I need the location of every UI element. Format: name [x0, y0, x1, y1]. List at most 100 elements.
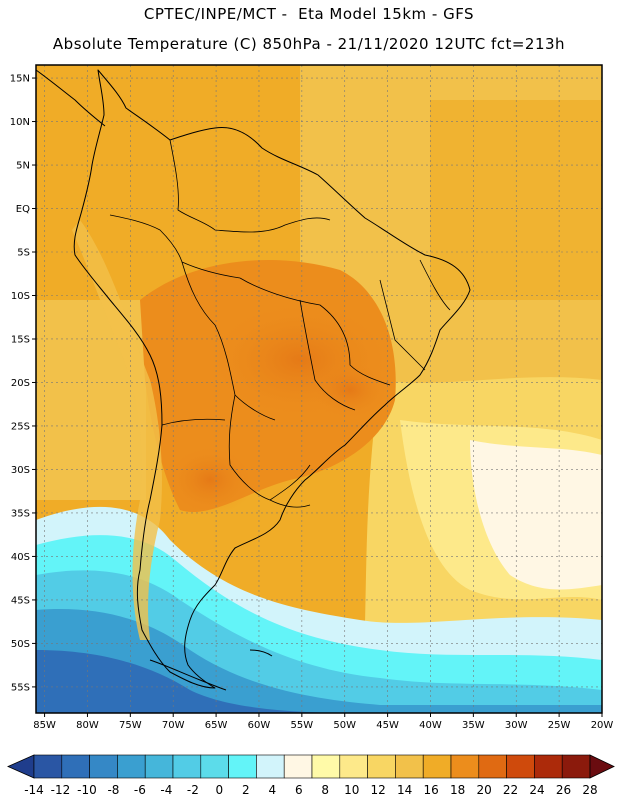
lat-label: 15S: [11, 334, 30, 345]
border-brazil-states-1: [239, 277, 391, 386]
colorbar-label: -12: [51, 783, 71, 797]
colorbar-label: 20: [476, 783, 491, 797]
lat-label: 5S: [17, 248, 30, 259]
lon-label: 65W: [205, 720, 228, 731]
central-america-coast: [36, 69, 106, 127]
lon-label: 70W: [162, 720, 185, 731]
colorbar-swatch: [450, 754, 480, 779]
colorbar-swatch: [89, 754, 118, 779]
title-model: CPTEC/INPE/MCT - Eta Model 15km - GFS: [143, 5, 475, 23]
colorbar-label: 6: [295, 783, 303, 797]
colorbar-label: 0: [216, 783, 224, 797]
lon-label: 45W: [376, 720, 399, 731]
colorbar-swatch: [228, 754, 257, 779]
colorbar-swatch: [311, 754, 341, 779]
colorbar-swatch: [117, 754, 146, 779]
colorbar-swatch: [561, 754, 591, 779]
falklands: [249, 649, 273, 657]
colorbar-label: 8: [321, 783, 329, 797]
colorbar-label: 26: [556, 783, 571, 797]
lat-label: 55S: [11, 682, 30, 693]
colorbar-label: 2: [242, 783, 250, 797]
border-venezuela-brazil: [169, 139, 331, 233]
border-colombia-peru: [109, 214, 241, 279]
border-chile-argentina-north: [161, 418, 226, 426]
field-hot-core-chaco: [165, 445, 255, 515]
lat-lon-grid: [36, 65, 602, 713]
field-south-atlantic-pale: [470, 440, 602, 590]
colorbar-label: -4: [160, 783, 172, 797]
lon-label: 30W: [505, 720, 528, 731]
colorbar-label: 4: [268, 783, 276, 797]
border-paraguay-argentina: [228, 394, 311, 501]
lon-label: 50W: [333, 720, 356, 731]
colorbar-swatch: [534, 754, 563, 779]
colorbar-swatch: [395, 754, 424, 779]
field-andes-cool: [72, 220, 162, 640]
colorbar-label: 16: [424, 783, 439, 797]
lon-label: 20W: [591, 720, 614, 731]
colorbar-label: -14: [24, 783, 44, 797]
lat-label: EQ: [16, 204, 30, 215]
lon-label: 85W: [33, 720, 56, 731]
colorbar-labels: -14 -12 -10 -8 -6 -4 -2 0 2 4 6 8 10 12 14 16 18 20 22 24 26…: [24, 783, 597, 797]
colorbar-swatch: [256, 754, 285, 779]
lon-label: 40W: [419, 720, 442, 731]
colorbar-label: 10: [344, 783, 359, 797]
colorbar-swatch: [33, 754, 63, 779]
colorbar-swatch: [422, 754, 452, 779]
colorbar-label: -10: [77, 783, 97, 797]
colorbar: [7, 754, 615, 779]
lon-label: 35W: [462, 720, 485, 731]
lat-label: 15N: [10, 74, 30, 85]
colorbar-swatch: [61, 754, 90, 779]
colorbar-swatch: [200, 754, 229, 779]
colorbar-label: 14: [397, 783, 412, 797]
colorbar-label: 12: [371, 783, 386, 797]
lat-label: 10N: [10, 117, 30, 128]
colorbar-label: 24: [529, 783, 544, 797]
border-brazil-states-4: [419, 259, 451, 311]
colorbar-swatch: [144, 754, 174, 779]
temperature-field: [36, 65, 602, 713]
lat-label: 40S: [11, 552, 30, 563]
lat-label: 25S: [11, 421, 30, 432]
lat-label: 5N: [16, 161, 30, 172]
lon-label: 75W: [119, 720, 142, 731]
colorbar-label: -8: [107, 783, 119, 797]
longitude-labels: 85W 80W 75W 70W 65W 60W 55W 50W 45W 40W 35W 30W 25W 2…: [33, 713, 613, 731]
border-brazil-states-2: [299, 299, 356, 411]
colorbar-label: 28: [582, 783, 597, 797]
lon-label: 25W: [548, 720, 571, 731]
colorbar-arrow-left: [7, 754, 35, 779]
lat-label: 20S: [11, 378, 30, 389]
field-hot-core-southeast: [310, 360, 390, 420]
colorbar-swatch: [478, 754, 507, 779]
country-borders: [109, 139, 451, 508]
lon-label: 55W: [291, 720, 314, 731]
tierra-del-fuego: [149, 659, 227, 691]
lat-label: 50S: [11, 639, 30, 650]
south-america-coastline: [73, 69, 471, 689]
colorbar-label: 22: [503, 783, 518, 797]
colorbar-label: 18: [450, 783, 465, 797]
colorbar-swatch: [339, 754, 368, 779]
coastlines: [36, 69, 471, 691]
colorbar-arrow-right: [589, 754, 615, 779]
lat-label: 30S: [11, 465, 30, 476]
map-border: [35, 64, 603, 714]
lon-label: 60W: [248, 720, 271, 731]
title-variable: Absolute Temperature (C) 850hPa - 21/11/…: [52, 35, 566, 53]
colorbar-swatch: [367, 754, 396, 779]
colorbar-label: -2: [187, 783, 199, 797]
border-uruguay: [269, 499, 311, 508]
colorbar-swatch: [283, 754, 313, 779]
colorbar-swatch: [506, 754, 535, 779]
colorbar-label: -6: [134, 783, 146, 797]
colorbar-swatch: [172, 754, 202, 779]
field-cold-blue-3: [36, 650, 360, 713]
lon-label: 80W: [76, 720, 99, 731]
lat-label: 10S: [11, 291, 30, 302]
border-peru-bolivia: [181, 261, 276, 421]
